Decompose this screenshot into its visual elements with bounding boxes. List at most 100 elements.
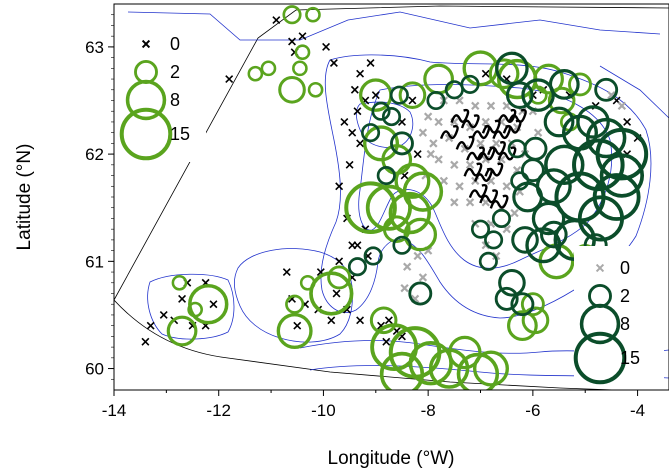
data-point-circle <box>365 184 412 231</box>
data-point-cross <box>510 208 519 218</box>
data-point-circle <box>539 220 568 249</box>
data-point-cross <box>502 182 511 191</box>
data-point-circle <box>572 138 625 192</box>
data-point-cross <box>288 37 296 46</box>
data-point-circle <box>484 230 504 250</box>
contour-bank-small <box>147 273 235 340</box>
data-point-cross <box>335 182 344 191</box>
data-point-circle <box>363 125 400 162</box>
data-point-cross <box>403 262 412 271</box>
data-point-circle <box>528 85 548 105</box>
legend-label: 8 <box>620 314 630 334</box>
data-point-circle <box>531 201 566 236</box>
data-point-cross <box>418 128 428 137</box>
data-point-circle <box>521 78 555 112</box>
data-point-circle <box>327 265 352 290</box>
y-tick-label: 62 <box>85 145 104 164</box>
data-point-circle <box>166 315 198 347</box>
data-point-cross <box>408 96 417 105</box>
data-point-cross <box>371 91 380 100</box>
data-point-cross <box>465 123 475 132</box>
data-point-circle <box>448 335 482 370</box>
data-point-circle <box>576 105 610 139</box>
data-point-circle <box>488 58 520 90</box>
data-point-circle <box>426 90 446 111</box>
data-point-black-cluster <box>460 114 480 129</box>
x-tick-label: -14 <box>102 401 127 420</box>
data-point-black-cluster <box>455 135 475 150</box>
legend-label: 0 <box>170 34 180 54</box>
data-point-circle <box>394 162 431 199</box>
data-point-circle <box>294 44 311 61</box>
data-point-circle <box>278 75 306 104</box>
data-point-black-cluster <box>439 124 459 140</box>
contour-outer <box>127 11 669 119</box>
legend-circle-marker <box>119 107 173 161</box>
data-point-circle <box>494 286 519 311</box>
data-point-circle <box>171 274 188 291</box>
data-point-cross <box>481 69 490 78</box>
data-point-black-cluster <box>479 189 499 204</box>
data-point-circle <box>363 246 383 266</box>
data-point-cross <box>434 117 443 127</box>
data-point-circle <box>577 195 624 242</box>
data-point-cross <box>423 112 433 121</box>
data-point-cross <box>450 198 459 207</box>
x-tick-label: -6 <box>525 401 540 420</box>
data-point-circle <box>548 69 580 100</box>
data-point-circle <box>521 306 550 335</box>
data-point-cross <box>159 310 168 319</box>
y-tick-label: 60 <box>85 360 104 379</box>
outer-boundary-line <box>114 5 669 301</box>
data-point-circle <box>543 106 575 138</box>
map-layer <box>114 5 669 390</box>
data-point-cross <box>350 85 359 94</box>
data-point-black-cluster <box>508 108 527 123</box>
data-point-circle <box>511 226 539 254</box>
data-point-circle <box>392 235 412 255</box>
data-point-cross <box>413 150 422 159</box>
data-point-cross <box>426 149 435 159</box>
x-tick-label: -8 <box>421 401 436 420</box>
data-point-cross <box>329 59 338 67</box>
data-point-cross <box>492 139 501 148</box>
data-point-circle <box>382 215 411 243</box>
data-point-cross <box>382 337 391 346</box>
data-point-cross <box>356 316 365 325</box>
data-point-cross <box>272 16 281 25</box>
data-point-cross <box>623 117 632 126</box>
y-tick-label: 63 <box>85 38 104 57</box>
data-point-circle <box>408 341 453 386</box>
data-point-cross <box>178 294 187 303</box>
y-axis-title: Latitude (°N) <box>14 144 35 251</box>
data-point-cross <box>465 198 475 207</box>
data-point-circle <box>495 51 529 86</box>
data-point-cross <box>335 257 344 266</box>
x-tick-label: -10 <box>311 401 336 420</box>
data-point-circle <box>260 60 277 77</box>
data-point-circle <box>347 257 368 277</box>
data-point-cross <box>450 160 459 170</box>
data-point-cross <box>356 139 365 148</box>
legend-right-box <box>574 246 664 384</box>
legend-left: 0 2 8 15 <box>119 24 206 162</box>
data-point-cross <box>345 160 354 169</box>
data-point-circle <box>292 60 308 77</box>
data-point-circle <box>309 271 354 316</box>
data-point-cross <box>413 251 422 261</box>
data-point-circle <box>344 181 397 235</box>
data-point-cross <box>225 75 234 84</box>
data-point-cross <box>471 101 480 111</box>
data-point-cross <box>434 155 443 164</box>
data-point-circle <box>371 101 391 121</box>
data-point-cross <box>384 316 393 325</box>
data-point-circle <box>568 72 592 97</box>
data-point-cross <box>348 128 357 137</box>
data-point-cross <box>486 101 496 111</box>
data-point-circle <box>498 268 526 297</box>
data-point-cross <box>348 241 357 250</box>
legend-circle-marker <box>573 331 627 385</box>
data-point-circle <box>282 5 302 25</box>
data-point-circle <box>444 80 464 100</box>
